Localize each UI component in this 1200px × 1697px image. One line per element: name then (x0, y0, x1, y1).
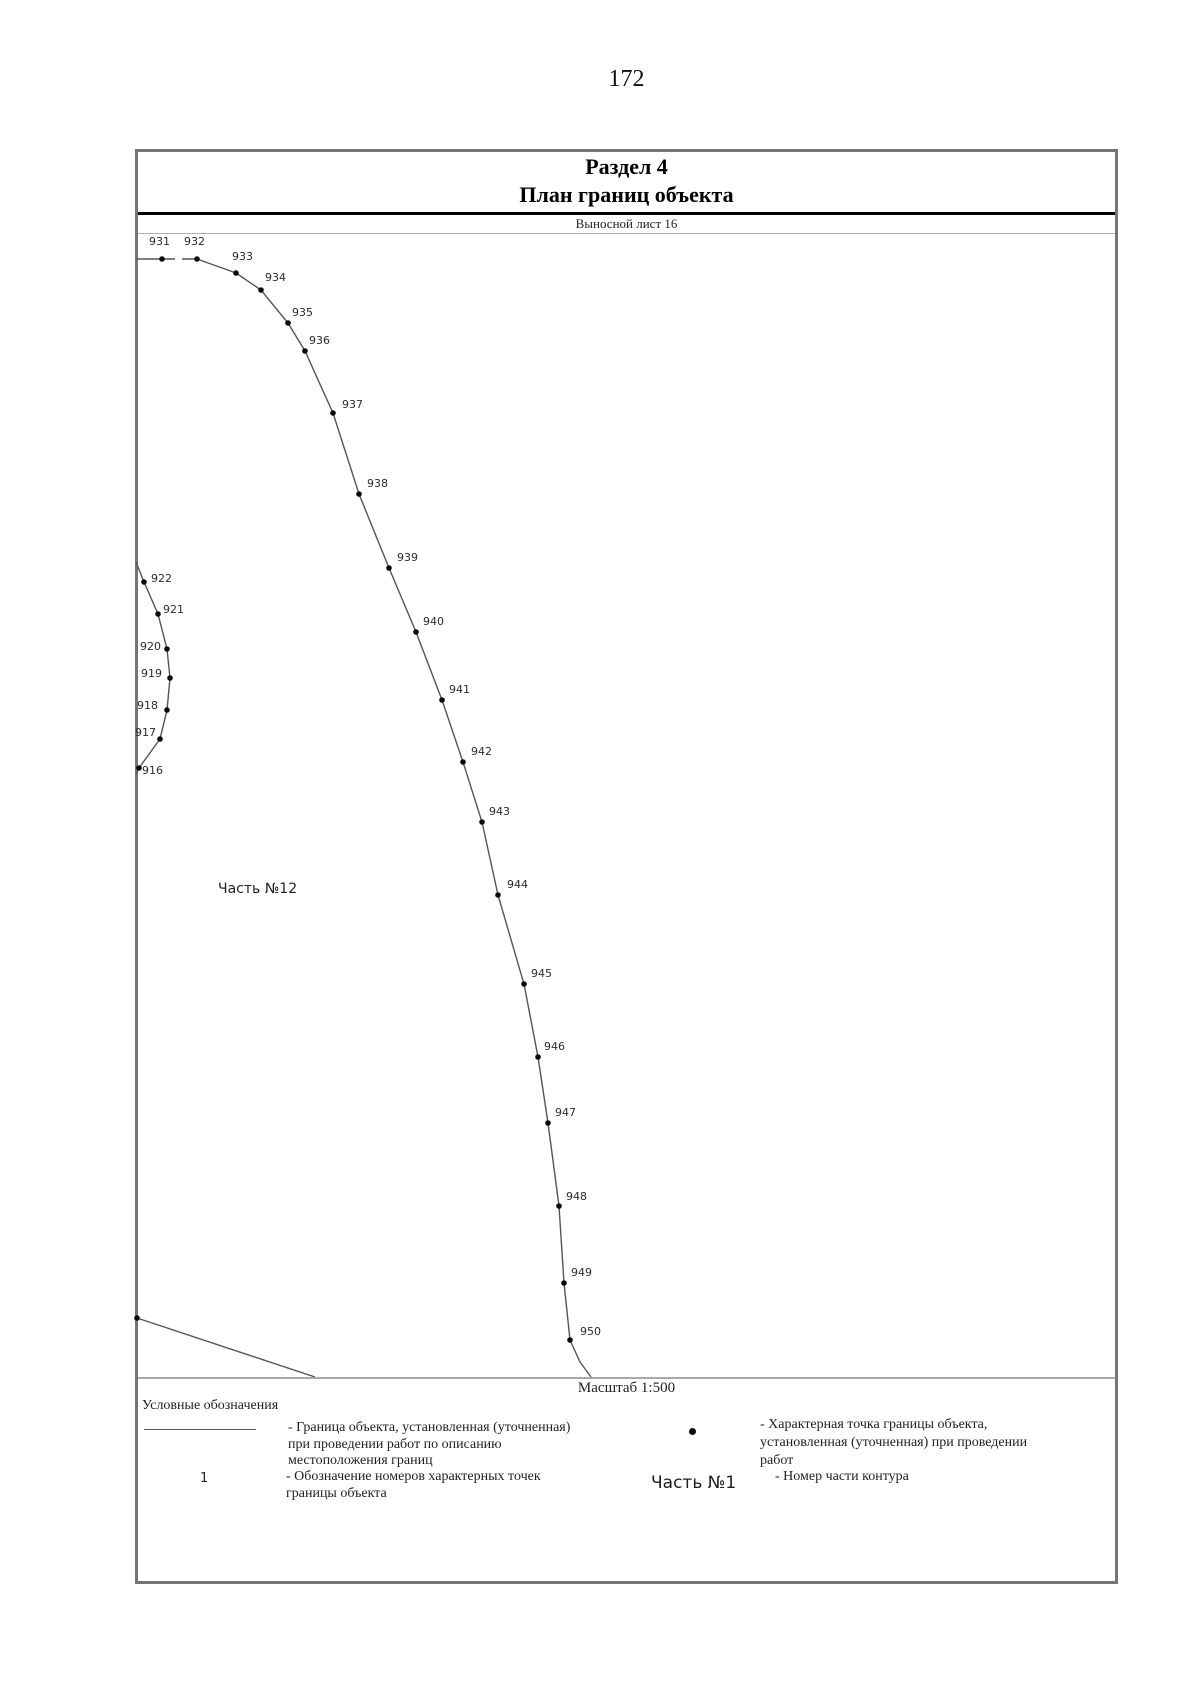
point-label-947: 947 (555, 1106, 576, 1119)
legend-text-line: - Граница объекта, установленная (уточне… (288, 1420, 571, 1435)
point-label-948: 948 (566, 1190, 587, 1203)
point-label-938: 938 (367, 477, 388, 490)
legend-heading: Условные обозначения (142, 1398, 279, 1413)
point-label-939: 939 (397, 551, 418, 564)
sheet-subtitle: Выносной лист 16 (575, 216, 678, 231)
point-label-942: 942 (471, 745, 492, 758)
header-divider (138, 212, 1115, 215)
legend-text-line: местоположения границ (288, 1453, 433, 1468)
point-label-949: 949 (571, 1266, 592, 1279)
point-label-921: 921 (163, 603, 184, 616)
section-title-line1: Раздел 4 (585, 154, 668, 179)
point-label-937: 937 (342, 398, 363, 411)
legend-boundary-line-symbol (144, 1429, 256, 1430)
legend-text-line: при проведении работ по описанию (288, 1436, 502, 1452)
point-label-917: 917 (135, 726, 156, 739)
legend-item-part-number-text: - Номер части контура (775, 1469, 909, 1486)
point-label-916: 916 (142, 764, 163, 777)
plan-frame (135, 149, 1118, 1584)
scale-label: Масштаб 1:500 (577, 1380, 676, 1396)
point-label-935: 935 (292, 306, 313, 319)
point-label-920: 920 (140, 640, 161, 653)
legend-text-line: - Характерная точка границы объекта, (760, 1417, 988, 1432)
legend-text-line: - Обозначение номеров характерных точек (286, 1469, 541, 1484)
legend-item-point-text: - Характерная точка границы объекта, уста… (760, 1416, 1027, 1470)
legend-item-point-number-text: - Обозначение номеров характерных точек г… (286, 1469, 541, 1502)
point-label-919: 919 (141, 667, 162, 680)
point-label-931: 931 (149, 235, 170, 248)
point-label-945: 945 (531, 967, 552, 980)
map-bottom-divider (138, 1377, 1115, 1379)
legend-text-line: - Номер части контура (775, 1469, 909, 1484)
point-label-934: 934 (265, 271, 286, 284)
legend-text-line: границы объекта (286, 1485, 387, 1501)
legend-text-line: установленная (уточненная) при проведени… (760, 1435, 1028, 1450)
subtitle-divider (138, 233, 1115, 234)
point-label-918: 918 (137, 699, 158, 712)
point-label-936: 936 (309, 334, 330, 347)
legend-text-line: работ (760, 1453, 794, 1468)
point-label-940: 940 (423, 615, 444, 628)
point-label-950: 950 (580, 1325, 601, 1338)
point-label-943: 943 (489, 805, 510, 818)
legend-point-dot-symbol (689, 1428, 696, 1435)
legend-item-boundary-text: - Граница объекта, установленная (уточне… (288, 1420, 570, 1470)
contour-part-label: Часть №12 (218, 881, 298, 897)
point-label-944: 944 (507, 878, 528, 891)
point-label-932: 932 (184, 235, 205, 248)
point-label-933: 933 (232, 250, 253, 263)
legend-point-number-symbol: 1 (200, 1471, 209, 1486)
point-label-946: 946 (544, 1040, 565, 1053)
section-title-line2: План границ объекта (519, 182, 734, 207)
legend-part-number-symbol: Часть №1 (651, 1473, 737, 1493)
section-title: Раздел 4 План границ объекта (135, 153, 1118, 209)
point-label-941: 941 (449, 683, 470, 696)
point-label-922: 922 (151, 572, 172, 585)
page-number: 172 (608, 66, 645, 92)
